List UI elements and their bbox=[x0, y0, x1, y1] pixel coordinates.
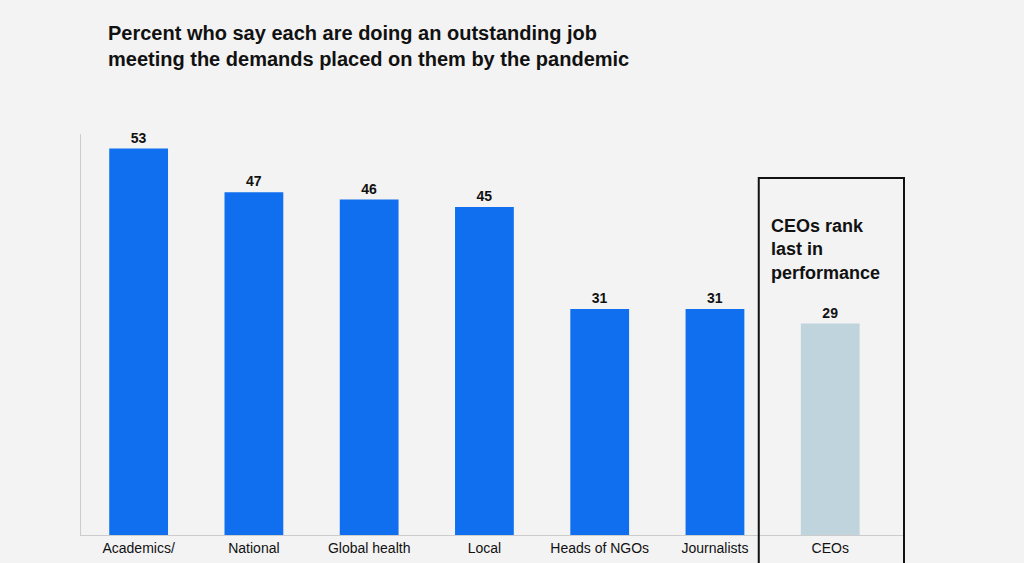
svg-text:47: 47 bbox=[246, 173, 262, 189]
svg-text:Local: Local bbox=[468, 540, 501, 556]
svg-text:Global health: Global health bbox=[328, 540, 411, 556]
svg-text:Academics/: Academics/ bbox=[102, 540, 174, 556]
svg-text:31: 31 bbox=[707, 290, 723, 306]
svg-text:Heads of NGOs: Heads of NGOs bbox=[550, 540, 649, 556]
svg-text:46: 46 bbox=[361, 181, 377, 197]
svg-text:31: 31 bbox=[592, 290, 608, 306]
svg-text:CEOs: CEOs bbox=[812, 540, 849, 556]
svg-text:Percent who say each are doing: Percent who say each are doing an outsta… bbox=[108, 22, 629, 70]
svg-text:45: 45 bbox=[477, 188, 493, 204]
svg-text:Journalists: Journalists bbox=[681, 540, 748, 556]
svg-text:29: 29 bbox=[822, 305, 838, 321]
svg-text:CEOs ranklast inperformance: CEOs ranklast inperformance bbox=[771, 216, 880, 283]
svg-text:53: 53 bbox=[131, 130, 147, 146]
svg-text:National: National bbox=[228, 540, 279, 556]
